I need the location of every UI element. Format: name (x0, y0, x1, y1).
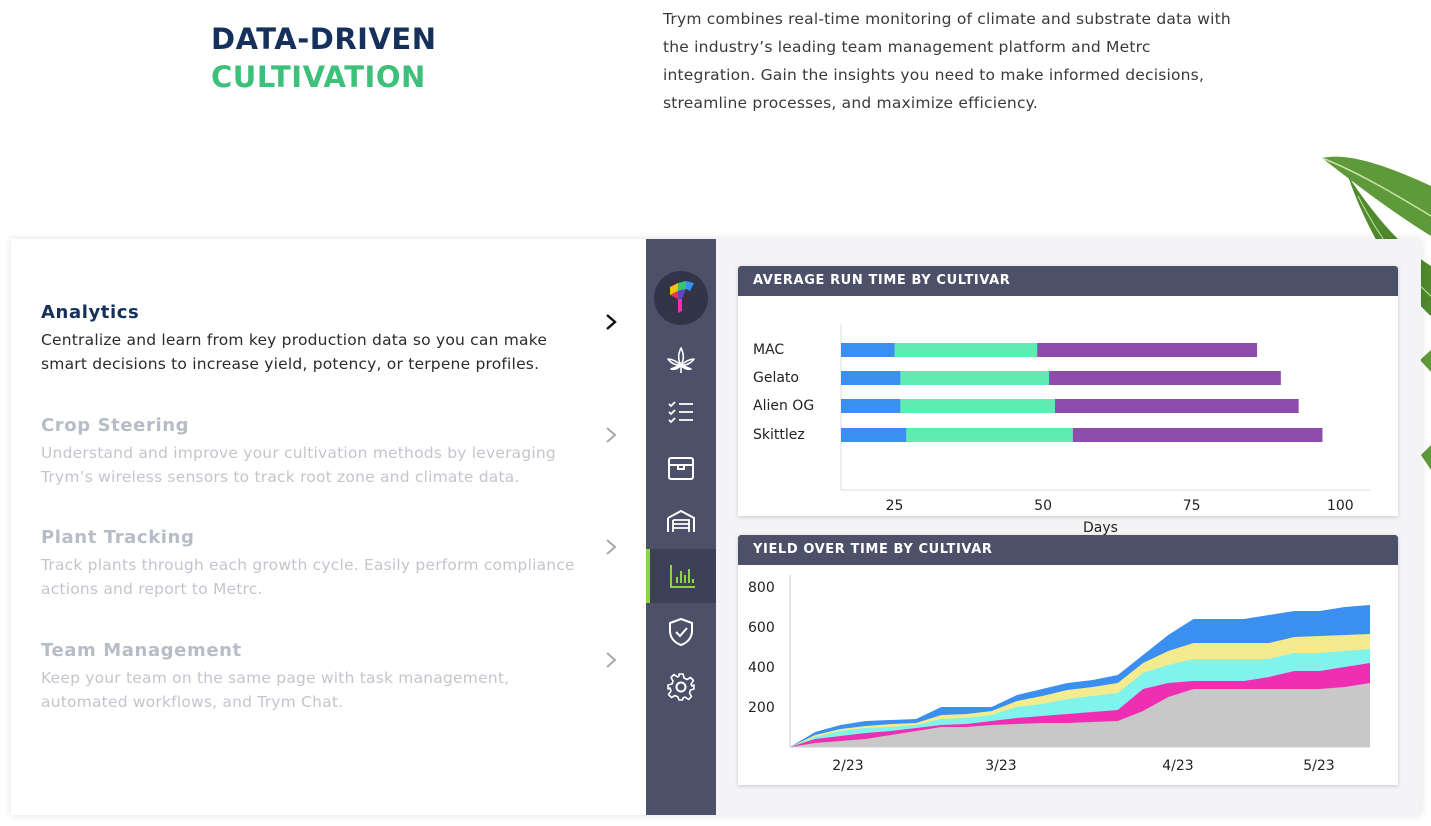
dashboard: AVERAGE RUN TIME BY CULTIVAR MAC Gelato Al… (716, 239, 1421, 815)
feature-item-analytics[interactable]: Analytics Centralize and learn from key … (41, 302, 621, 376)
category-label: Skittlez (753, 427, 805, 443)
bar-chart-icon (670, 565, 695, 588)
warehouse-icon (667, 509, 695, 532)
x-axis-label: Days (1083, 520, 1118, 536)
bar-segment (900, 399, 1055, 413)
yield-title: YIELD OVER TIME BY CULTIVAR (738, 535, 1398, 565)
chevron-right-icon[interactable] (601, 425, 621, 445)
nav-tasks[interactable] (646, 385, 716, 439)
nav-facilities[interactable] (646, 494, 716, 548)
x-tick-label: 4/23 (1162, 758, 1193, 774)
bar-segment (841, 343, 895, 357)
bar-segment (1072, 428, 1323, 442)
chevron-right-icon[interactable] (601, 312, 621, 332)
nav-analytics[interactable] (646, 549, 716, 603)
app-sidebar (646, 239, 716, 815)
feature-list: Analytics Centralize and learn from key … (11, 239, 646, 815)
box-icon (668, 457, 694, 480)
cannabis-leaf-icon (667, 347, 695, 373)
chevron-right-icon[interactable] (601, 537, 621, 557)
nav-compliance[interactable] (646, 605, 716, 659)
bar-segment (900, 371, 1050, 385)
trym-logo-icon (670, 281, 694, 313)
feature-title: Team Management (41, 640, 242, 661)
feature-description: Track plants through each growth cycle. … (41, 556, 575, 598)
bar-segment (1054, 399, 1299, 413)
x-tick-label: 75 (1183, 498, 1201, 514)
feature-title: Plant Tracking (41, 527, 195, 548)
bar-segment (1037, 343, 1258, 357)
y-tick-label: 800 (748, 580, 775, 596)
bar-segment (1049, 371, 1281, 385)
bar-segment (841, 428, 907, 442)
chevron-right-icon[interactable] (601, 650, 621, 670)
feature-description: Centralize and learn from key production… (41, 331, 548, 373)
y-tick-label: 600 (748, 620, 775, 636)
feature-card: Analytics Centralize and learn from key … (11, 239, 1421, 815)
category-label: Alien OG (753, 398, 814, 414)
x-tick-label: 3/23 (985, 758, 1016, 774)
y-tick-label: 200 (748, 700, 775, 716)
x-tick-label: 100 (1327, 498, 1354, 514)
run-time-chart: MAC Gelato Alien OG Skittlez 25 50 75 100 Days (753, 324, 1370, 536)
y-tick-label: 400 (748, 660, 775, 676)
feature-title: Analytics (41, 302, 140, 323)
area-series (790, 683, 1370, 747)
hero-title-line1: DATA-DRIVEN (211, 22, 437, 56)
yield-chart: 200 400 600 800 2/23 3/23 4/23 5/23 (748, 575, 1370, 774)
bar-segment (841, 371, 901, 385)
feature-item-team-management[interactable]: Team Management Keep your team on the sa… (41, 640, 621, 714)
nav-settings[interactable] (646, 660, 716, 714)
x-tick-label: 50 (1034, 498, 1052, 514)
feature-title: Crop Steering (41, 415, 190, 436)
bar-segment (906, 428, 1073, 442)
nav-cannabis[interactable] (646, 333, 716, 387)
trym-logo[interactable] (654, 271, 708, 325)
feature-description: Understand and improve your cultivation … (41, 444, 556, 486)
hero-description: Trym combines real-time monitoring of cl… (663, 10, 1231, 112)
checklist-icon (668, 401, 693, 424)
hero-title-line2: CULTIVATION (211, 60, 426, 94)
nav-inventory[interactable] (646, 441, 716, 495)
feature-item-crop-steering[interactable]: Crop Steering Understand and improve you… (41, 415, 621, 489)
hero-title: DATA-DRIVEN CULTIVATION (211, 20, 437, 96)
x-tick-label: 25 (886, 498, 904, 514)
bar-segment (894, 343, 1038, 357)
bar-segment (841, 399, 901, 413)
category-label: Gelato (753, 370, 799, 386)
shield-check-icon (669, 617, 693, 647)
run-time-panel: AVERAGE RUN TIME BY CULTIVAR MAC Gelato Al… (738, 266, 1398, 536)
feature-description: Keep your team on the same page with tas… (41, 669, 510, 711)
cannabis-leaf-small-decoration (1420, 350, 1431, 470)
run-time-title: AVERAGE RUN TIME BY CULTIVAR (738, 266, 1398, 296)
x-tick-label: 2/23 (832, 758, 863, 774)
x-tick-label: 5/23 (1303, 758, 1334, 774)
feature-item-plant-tracking[interactable]: Plant Tracking Track plants through each… (41, 527, 621, 601)
yield-panel: YIELD OVER TIME BY CULTIVAR 200 400 600 800… (738, 535, 1398, 785)
gear-icon (667, 673, 695, 701)
category-label: MAC (753, 342, 784, 358)
